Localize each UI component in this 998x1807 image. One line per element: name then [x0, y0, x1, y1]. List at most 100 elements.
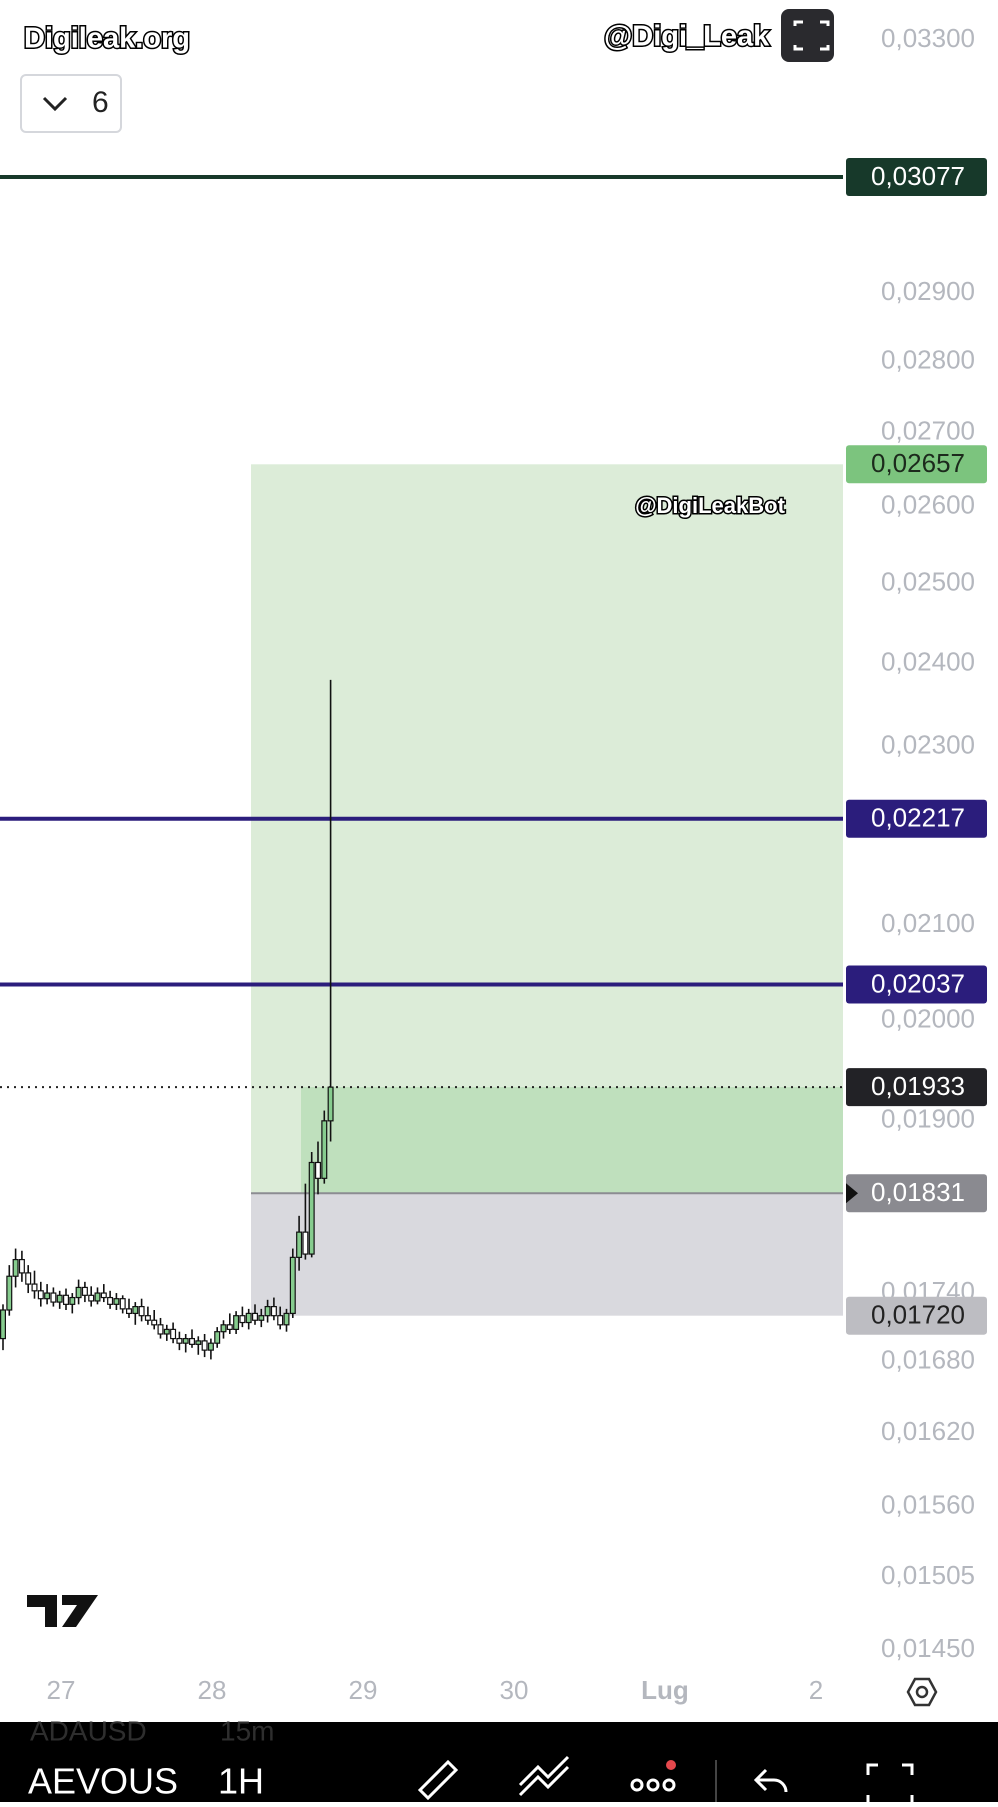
candle-body — [132, 1306, 139, 1315]
y-tick-label: 0,01450 — [881, 1633, 975, 1663]
x-tick-label: 29 — [349, 1675, 378, 1705]
indicator-dropdown[interactable] — [20, 74, 122, 133]
y-tick-label: 0,02800 — [881, 345, 975, 375]
symbol[interactable]: AEVOUS — [28, 1761, 178, 1802]
candle-body — [62, 1294, 69, 1305]
candle-body — [56, 1294, 63, 1303]
x-tick-label: 27 — [47, 1675, 76, 1705]
y-tick-label: 0,02300 — [881, 730, 975, 760]
more-icon — [662, 1778, 676, 1792]
entry-tag-label: 0,01831 — [871, 1177, 965, 1207]
indicator-count: 6 — [92, 86, 109, 119]
candle-body — [107, 1296, 114, 1305]
target-tag — [846, 445, 987, 484]
candle-body — [125, 1308, 132, 1315]
chart-area: 0,03300 0,02900 0,02800 0,02700 0,02600 0,025… — [0, 23, 987, 1705]
bottom-bar — [0, 1722, 998, 1802]
candle-body — [220, 1324, 227, 1333]
watermark: Digileak.org — [24, 23, 190, 55]
candle-body — [239, 1315, 246, 1324]
settings-icon — [915, 1685, 929, 1699]
candle-body — [270, 1306, 277, 1317]
tv-logo — [27, 1595, 98, 1627]
candle-body — [157, 1324, 164, 1335]
notification-dot — [666, 1760, 676, 1770]
candle-body — [226, 1324, 233, 1330]
candle-body — [176, 1337, 183, 1344]
undo-icon[interactable] — [753, 1768, 788, 1793]
candle-body — [296, 1231, 303, 1258]
entry-marker — [846, 1183, 858, 1204]
interval[interactable]: 1H — [218, 1761, 264, 1802]
watermark: @DigiLeakBot — [635, 493, 785, 518]
y-tick-label: 0,01560 — [881, 1490, 975, 1520]
candle-body — [113, 1298, 120, 1305]
candle-body — [69, 1296, 76, 1305]
candle-body — [182, 1337, 189, 1344]
level-tag-label: 0,03077 — [871, 161, 965, 191]
candle-body — [31, 1283, 38, 1292]
candle-body — [100, 1292, 107, 1299]
fullscreen-button[interactable] — [781, 9, 834, 62]
candle-body — [277, 1315, 284, 1326]
y-tick-label: 0,02000 — [881, 1003, 975, 1033]
candle-body — [0, 1309, 7, 1340]
y-tick-label: 0,02500 — [881, 566, 975, 596]
x-tick-label: 30 — [500, 1675, 529, 1705]
stop-tag-label: 0,01720 — [871, 1300, 965, 1330]
y-tick-label: 0,03300 — [881, 23, 975, 53]
candle-body — [94, 1292, 101, 1302]
fullscreen-icon — [793, 20, 830, 51]
more-icon[interactable] — [630, 1778, 644, 1792]
x-tick-label: 2 — [809, 1675, 823, 1705]
candle-body — [37, 1290, 44, 1300]
draw-icon[interactable] — [417, 1759, 459, 1801]
level-tag — [846, 799, 987, 838]
x-tick-label: 28 — [198, 1675, 227, 1705]
target-tag-label: 0,02657 — [871, 448, 965, 478]
level-tag-label: 0,02037 — [871, 968, 965, 998]
stop-tag — [846, 1296, 987, 1335]
candle-body — [138, 1306, 145, 1317]
level-tag — [846, 157, 987, 196]
entry-tag — [846, 1174, 987, 1213]
candle-body — [163, 1328, 170, 1335]
y-tick-label: 0,01505 — [881, 1560, 975, 1590]
indicators-icon[interactable] — [518, 1755, 570, 1797]
candle-body — [321, 1120, 328, 1179]
candle-body — [195, 1340, 202, 1345]
candle-body — [283, 1312, 290, 1326]
candle-body — [50, 1292, 57, 1303]
candle-body — [308, 1161, 315, 1255]
candle-body — [119, 1298, 126, 1310]
candle-body — [201, 1340, 208, 1351]
candle-body — [315, 1161, 322, 1179]
candle-body — [207, 1342, 214, 1351]
level-tag — [846, 965, 987, 1004]
candle-body — [6, 1275, 13, 1311]
loss-zone — [251, 1193, 843, 1316]
previous-symbol: ADAUSD — [30, 1715, 147, 1746]
settings-icon[interactable] — [906, 1677, 938, 1707]
level-tag-label: 0,02217 — [871, 803, 965, 833]
current-price-tag-label: 0,01933 — [871, 1071, 965, 1101]
y-tick-label: 0,01620 — [881, 1416, 975, 1446]
candle-body — [258, 1315, 265, 1321]
candle-body — [75, 1286, 82, 1299]
y-tick-label: 0,02600 — [881, 490, 975, 520]
chevron-icon — [42, 96, 68, 112]
candle-body — [18, 1258, 25, 1274]
candle-body — [214, 1331, 221, 1344]
candle-body — [189, 1337, 196, 1345]
candle-body — [264, 1306, 271, 1317]
candle-body — [289, 1256, 296, 1315]
candle-body — [44, 1292, 51, 1300]
candle-body — [245, 1312, 252, 1324]
profit-zone — [251, 464, 843, 1194]
fullscreen-icon[interactable] — [866, 1763, 914, 1803]
y-tick-label: 0,02400 — [881, 646, 975, 676]
candle-body — [25, 1272, 32, 1285]
previous-interval: 15m — [220, 1715, 274, 1746]
